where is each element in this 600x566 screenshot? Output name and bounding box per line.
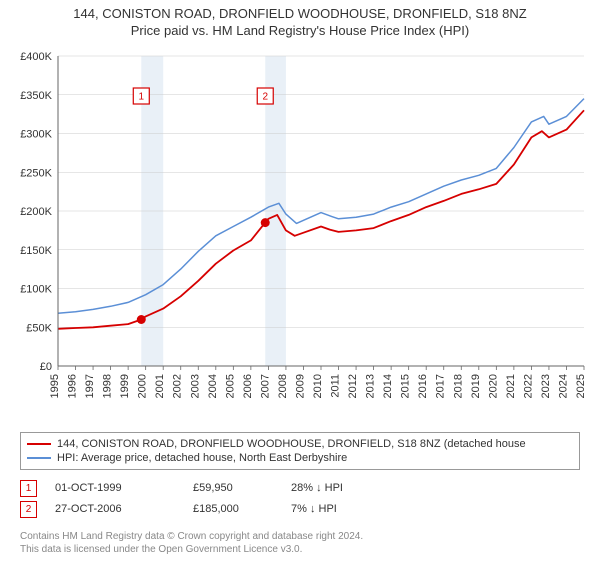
legend: 144, CONISTON ROAD, DRONFIELD WOODHOUSE,… xyxy=(20,432,580,470)
svg-text:2022: 2022 xyxy=(522,374,534,398)
chart: £0 £50K £100K £150K £200K £250K £300K £350K £400… xyxy=(10,46,590,426)
chart-svg: £0 £50K £100K £150K £200K £250K £300K £350K £400… xyxy=(10,46,590,426)
svg-text:2004: 2004 xyxy=(207,374,219,398)
legend-label: 144, CONISTON ROAD, DRONFIELD WOODHOUSE,… xyxy=(57,438,526,450)
svg-text:£100K: £100K xyxy=(20,283,52,295)
svg-text:2010: 2010 xyxy=(312,374,324,398)
svg-text:£400K: £400K xyxy=(20,51,52,63)
legend-label: HPI: Average price, detached house, Nort… xyxy=(57,452,347,464)
svg-text:2013: 2013 xyxy=(365,374,377,398)
svg-text:2008: 2008 xyxy=(277,374,289,398)
title-subtitle: Price paid vs. HM Land Registry's House … xyxy=(0,23,600,40)
sale-diff: 7% ↓ HPI xyxy=(291,503,411,515)
sale-date: 27-OCT-2006 xyxy=(55,503,175,515)
svg-text:2018: 2018 xyxy=(452,374,464,398)
svg-text:2014: 2014 xyxy=(382,374,394,398)
svg-text:2017: 2017 xyxy=(435,374,447,398)
sale-price: £59,950 xyxy=(193,482,273,494)
svg-text:1998: 1998 xyxy=(102,374,114,398)
svg-text:1999: 1999 xyxy=(119,374,131,398)
footer: Contains HM Land Registry data © Crown c… xyxy=(20,530,580,566)
svg-text:£300K: £300K xyxy=(20,128,52,140)
sale-price: £185,000 xyxy=(193,503,273,515)
svg-text:2000: 2000 xyxy=(137,374,149,398)
footer-line-2: This data is licensed under the Open Gov… xyxy=(20,543,580,556)
chart-container: 144, CONISTON ROAD, DRONFIELD WOODHOUSE,… xyxy=(0,0,600,566)
svg-text:2012: 2012 xyxy=(347,374,359,398)
sale-marker: 2 xyxy=(20,501,37,518)
svg-text:2: 2 xyxy=(262,91,268,102)
svg-text:1997: 1997 xyxy=(84,374,96,398)
svg-text:£50K: £50K xyxy=(26,322,52,334)
sale-diff: 28% ↓ HPI xyxy=(291,482,411,494)
svg-text:2023: 2023 xyxy=(540,374,552,398)
sale-row: 2 27-OCT-2006 £185,000 7% ↓ HPI xyxy=(20,499,580,520)
svg-text:2005: 2005 xyxy=(224,374,236,398)
sale-marker: 1 xyxy=(20,480,37,497)
svg-text:£250K: £250K xyxy=(20,167,52,179)
legend-row: 144, CONISTON ROAD, DRONFIELD WOODHOUSE,… xyxy=(27,437,573,451)
svg-text:2003: 2003 xyxy=(189,374,201,398)
svg-text:2015: 2015 xyxy=(400,374,412,398)
svg-text:2009: 2009 xyxy=(294,374,306,398)
title-address: 144, CONISTON ROAD, DRONFIELD WOODHOUSE,… xyxy=(0,6,600,23)
svg-text:£0: £0 xyxy=(40,361,52,373)
svg-text:2025: 2025 xyxy=(575,374,587,398)
legend-row: HPI: Average price, detached house, Nort… xyxy=(27,451,573,465)
svg-text:2024: 2024 xyxy=(557,374,569,398)
sales-table: 1 01-OCT-1999 £59,950 28% ↓ HPI 2 27-OCT-2006… xyxy=(20,478,580,520)
svg-text:2021: 2021 xyxy=(505,374,517,398)
svg-text:2011: 2011 xyxy=(330,374,342,398)
svg-text:2016: 2016 xyxy=(417,374,429,398)
sale-date: 01-OCT-1999 xyxy=(55,482,175,494)
legend-swatch xyxy=(27,457,51,459)
svg-text:2019: 2019 xyxy=(470,374,482,398)
svg-text:1: 1 xyxy=(139,91,145,102)
svg-text:2002: 2002 xyxy=(172,374,184,398)
svg-text:2001: 2001 xyxy=(154,374,166,398)
svg-text:2006: 2006 xyxy=(242,374,254,398)
svg-text:1995: 1995 xyxy=(49,374,61,398)
svg-text:£150K: £150K xyxy=(20,245,52,257)
sale-row: 1 01-OCT-1999 £59,950 28% ↓ HPI xyxy=(20,478,580,499)
footer-line-1: Contains HM Land Registry data © Crown c… xyxy=(20,530,580,543)
title-block: 144, CONISTON ROAD, DRONFIELD WOODHOUSE,… xyxy=(0,0,600,42)
svg-text:2020: 2020 xyxy=(487,374,499,398)
legend-swatch xyxy=(27,443,51,445)
svg-text:1996: 1996 xyxy=(67,374,79,398)
svg-text:£200K: £200K xyxy=(20,206,52,218)
svg-text:£350K: £350K xyxy=(20,90,52,102)
svg-text:2007: 2007 xyxy=(259,374,271,398)
